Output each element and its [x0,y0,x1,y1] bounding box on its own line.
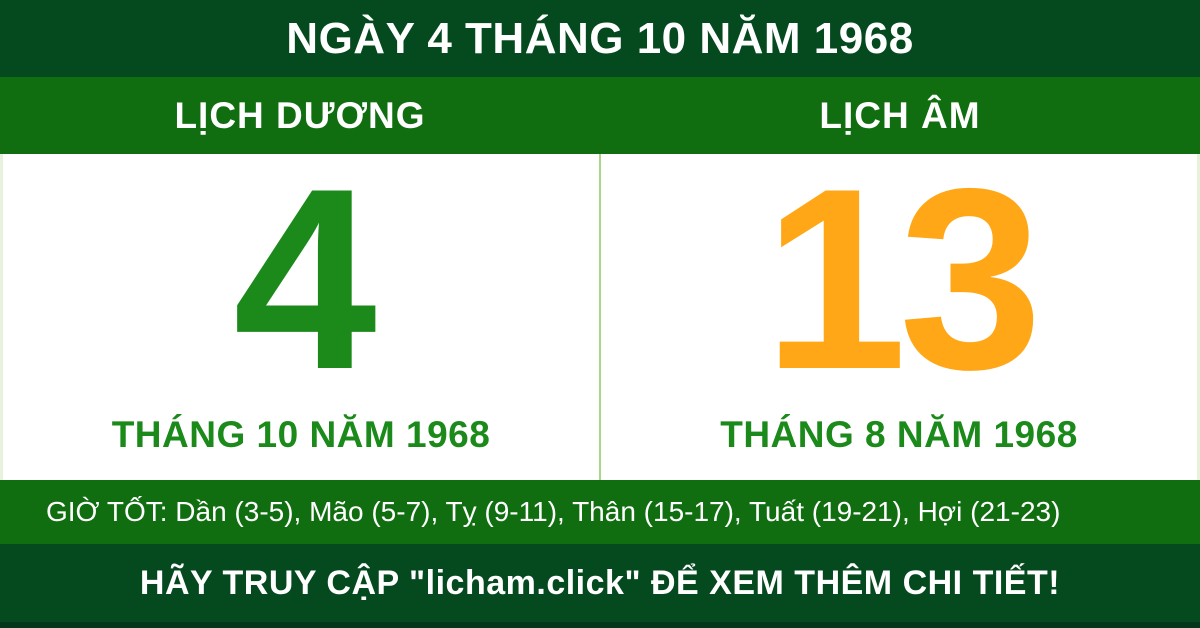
solar-day-number: 4 [233,134,376,423]
calendar-panels: 4 THÁNG 10 NĂM 1968 13 THÁNG 8 NĂM 1968 [0,134,1200,480]
solar-panel: 4 THÁNG 10 NĂM 1968 [3,134,599,480]
good-hours-bar: GIỜ TỐT: Dần (3-5), Mão (5-7), Tỵ (9-11)… [0,480,1200,544]
calendar-type-bar: LỊCH DƯƠNG LỊCH ÂM [0,77,1200,154]
page-title: NGÀY 4 THÁNG 10 NĂM 1968 [286,13,914,63]
solar-calendar-label: LỊCH DƯƠNG [174,94,426,136]
panel-divider [599,154,601,480]
lunar-day-number: 13 [763,134,1043,423]
footer-bar: HÃY TRUY CẬP "licham.click" ĐỂ XEM THÊM … [0,544,1200,628]
footer-cta-text: HÃY TRUY CẬP "licham.click" ĐỂ XEM THÊM … [139,563,1061,602]
solar-month-year-label: THÁNG 10 NĂM 1968 [111,414,491,455]
header-bar: NGÀY 4 THÁNG 10 NĂM 1968 [0,0,1200,77]
lunar-calendar-label: LỊCH ÂM [819,94,981,136]
good-hours-text: GIỜ TỐT: Dần (3-5), Mão (5-7), Tỵ (9-11)… [46,496,1061,527]
lunar-month-year-label: THÁNG 8 NĂM 1968 [720,414,1078,455]
lunar-panel: 13 THÁNG 8 NĂM 1968 [601,134,1197,480]
